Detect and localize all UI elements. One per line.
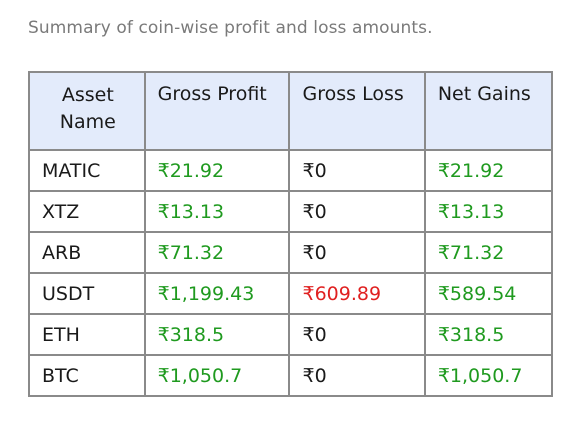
cell-gross-profit: ₹13.13 — [143, 190, 291, 233]
cell-net-gains: ₹318.5 — [423, 313, 554, 356]
cell-asset: BTC — [28, 354, 146, 397]
table-row: ARB ₹71.32 ₹0 ₹71.32 — [28, 231, 554, 274]
cell-asset: XTZ — [28, 190, 146, 233]
cell-net-gains: ₹71.32 — [423, 231, 554, 274]
table-caption: Summary of coin-wise profit and loss amo… — [28, 18, 433, 38]
header-gross-profit: Gross Profit — [143, 71, 291, 151]
cell-gross-profit: ₹71.32 — [143, 231, 291, 274]
header-gross-loss: Gross Loss — [288, 71, 426, 151]
cell-asset: ARB — [28, 231, 146, 274]
cell-net-gains: ₹13.13 — [423, 190, 554, 233]
cell-asset: USDT — [28, 272, 146, 315]
cell-gross-profit: ₹318.5 — [143, 313, 291, 356]
cell-gross-loss: ₹609.89 — [288, 272, 426, 315]
cell-gross-loss: ₹0 — [288, 190, 426, 233]
header-net-gains: Net Gains — [423, 71, 554, 151]
cell-gross-profit: ₹21.92 — [143, 149, 291, 192]
header-asset-name: Asset Name — [28, 71, 146, 151]
cell-asset: MATIC — [28, 149, 146, 192]
cell-gross-profit: ₹1,050.7 — [143, 354, 291, 397]
cell-asset: ETH — [28, 313, 146, 356]
cell-gross-loss: ₹0 — [288, 231, 426, 274]
cell-net-gains: ₹589.54 — [423, 272, 554, 315]
cell-gross-loss: ₹0 — [288, 313, 426, 356]
table-row: XTZ ₹13.13 ₹0 ₹13.13 — [28, 190, 554, 233]
table-header-row: Asset Name Gross Profit Gross Loss Net G… — [28, 71, 554, 151]
table-row: BTC ₹1,050.7 ₹0 ₹1,050.7 — [28, 354, 554, 397]
cell-gross-loss: ₹0 — [288, 354, 426, 397]
table-row: MATIC ₹21.92 ₹0 ₹21.92 — [28, 149, 554, 192]
profit-loss-table: Asset Name Gross Profit Gross Loss Net G… — [28, 71, 554, 397]
cell-net-gains: ₹21.92 — [423, 149, 554, 192]
table-row: USDT ₹1,199.43 ₹609.89 ₹589.54 — [28, 272, 554, 315]
cell-net-gains: ₹1,050.7 — [423, 354, 554, 397]
cell-gross-profit: ₹1,199.43 — [143, 272, 291, 315]
cell-gross-loss: ₹0 — [288, 149, 426, 192]
table-row: ETH ₹318.5 ₹0 ₹318.5 — [28, 313, 554, 356]
